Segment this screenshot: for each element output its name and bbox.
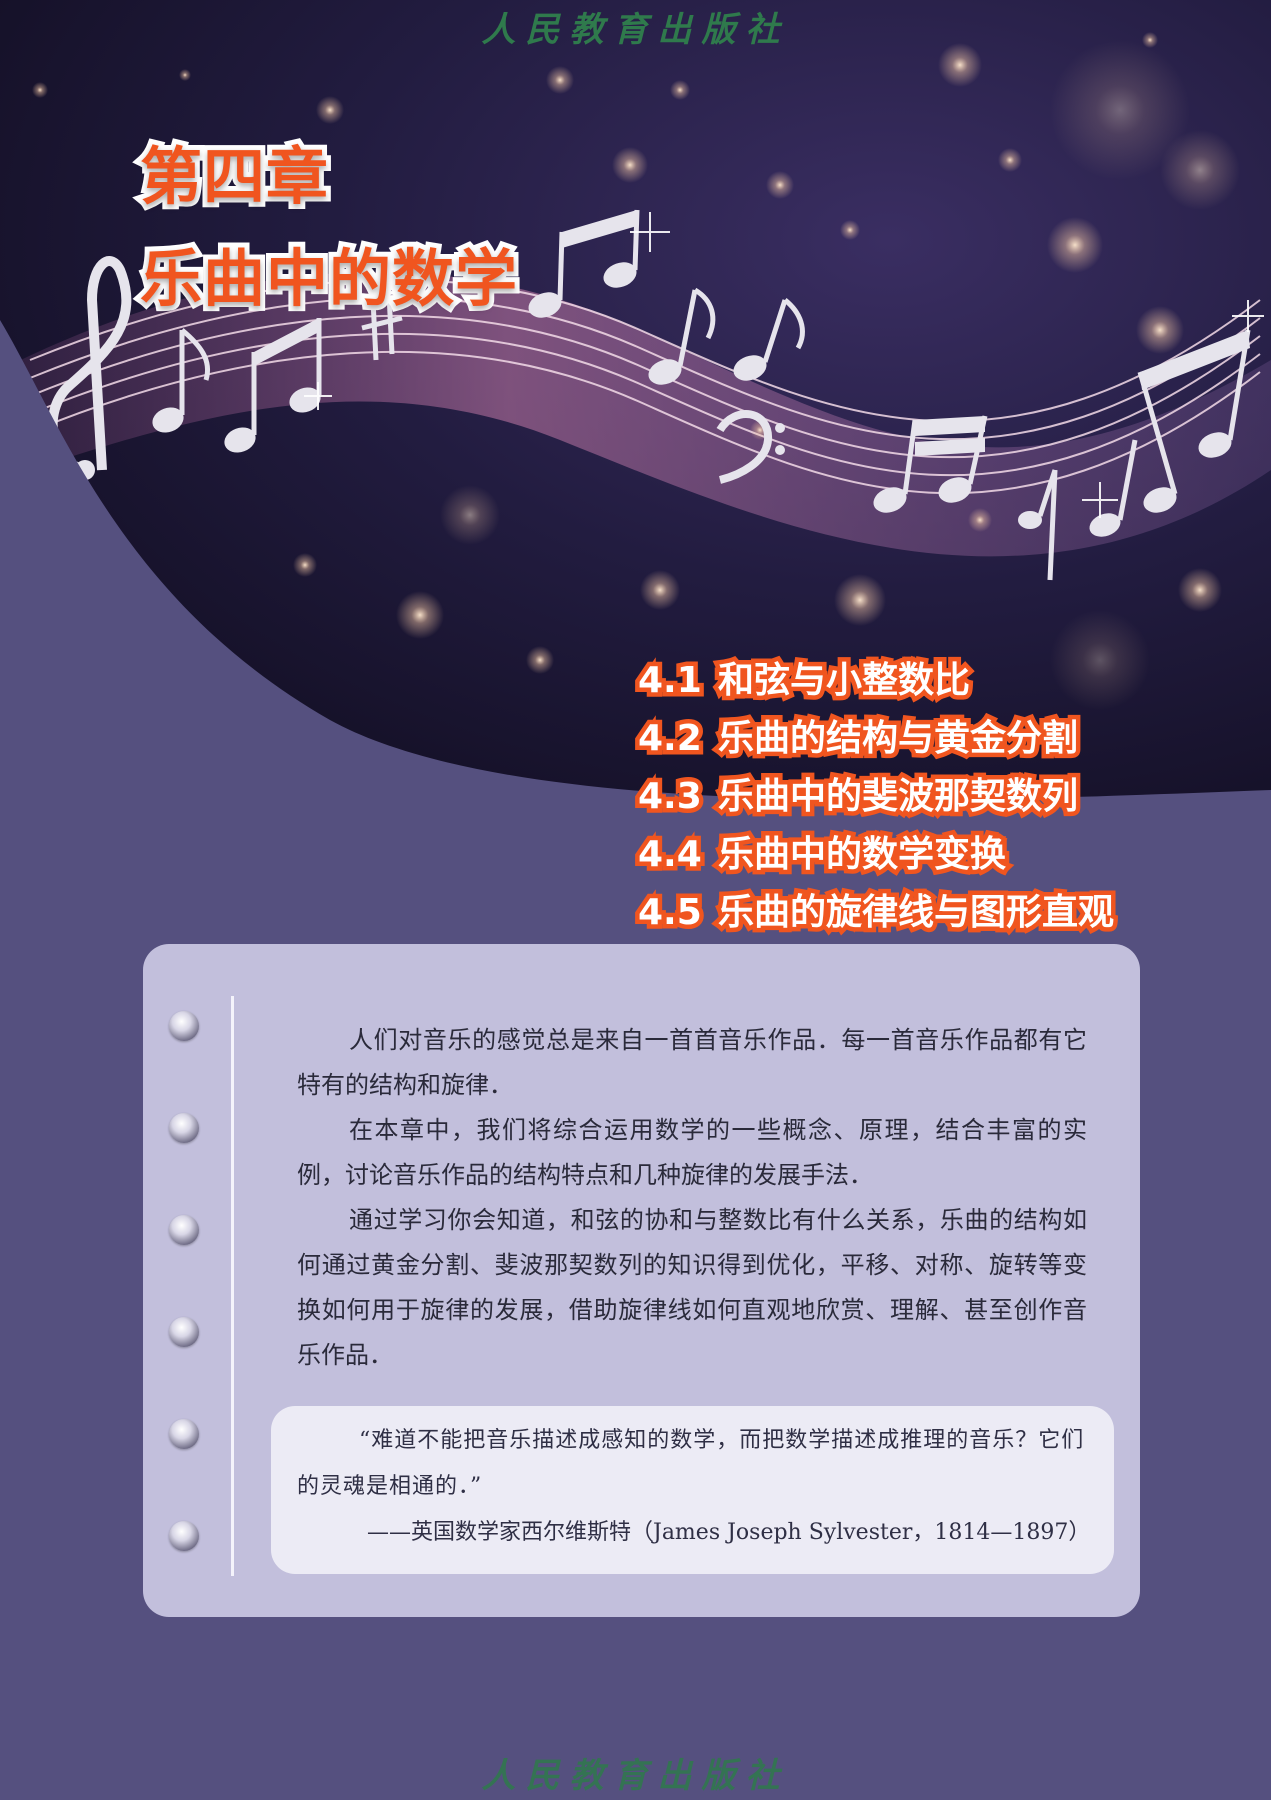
toc-item[interactable]: 4.5 乐曲的旋律线与图形直观 (634, 884, 1119, 942)
music-note-icon (873, 415, 988, 513)
binder-hole-icon (169, 1113, 199, 1143)
toc-section-number: 4.1 (634, 656, 707, 706)
toc-section-title: 和弦与小整数比 (713, 656, 974, 706)
intro-paragraph: 通过学习你会知道，和弦的协和与整数比有什么关系，乐曲的结构如何通过黄金分割、斐波… (297, 1206, 1087, 1369)
binder-hole-icon (169, 1521, 199, 1551)
music-note-icon (1137, 329, 1251, 513)
toc-section-number: 4.2 (634, 714, 707, 764)
binder-hole-icon (169, 1215, 199, 1245)
binder-hole-icon (169, 1419, 199, 1449)
music-note-icon (1089, 439, 1138, 537)
bass-clef-icon (716, 410, 785, 484)
chapter-number: 第四章 (135, 135, 333, 218)
starry-music-banner (0, 0, 1271, 800)
intro-paragraph: 人们对音乐的感觉总是来自一首首音乐作品．每一首音乐作品都有它特有的结构和旋律． (297, 1026, 1087, 1099)
binder-hole-icon (169, 1011, 199, 1041)
toc-section-title: 乐曲的旋律线与图形直观 (713, 888, 1118, 938)
toc-section-number: 4.4 (634, 830, 707, 880)
quote-attribution: ——英国数学家西尔维斯特（James Joseph Sylvester，1814… (367, 1520, 1091, 1545)
music-note-icon (1018, 469, 1058, 581)
purple-swoosh (0, 320, 1271, 800)
publisher-logo-bottom: 人民教育出版社 (481, 1756, 790, 1796)
toc-section-number: 4.5 (634, 888, 707, 938)
music-note-icon (528, 209, 640, 318)
binding-line (231, 996, 234, 1576)
toc-item[interactable]: 4.4 乐曲中的数学变换 (634, 826, 1114, 884)
toc-item[interactable]: 4.2 乐曲的结构与黄金分割 (634, 710, 1114, 768)
toc-item[interactable]: 4.3 乐曲中的斐波那契数列 (634, 768, 1114, 826)
quote-body: “难道不能把音乐描述成感知的数学，而把数学描述成推理的音乐？它们的灵魂是相通的．… (297, 1428, 1085, 1499)
intro-paragraph: 在本章中，我们将综合运用数学的一些概念、原理，结合丰富的实例，讨论音乐作品的结构… (297, 1116, 1087, 1189)
music-note-icon (152, 328, 210, 433)
publisher-logo-top: 人民教育出版社 (481, 10, 790, 50)
intro-text: 人们对音乐的感觉总是来自一首首音乐作品．每一首音乐作品都有它特有的结构和旋律． … (297, 1018, 1087, 1378)
toc-section-number: 4.3 (634, 772, 707, 822)
toc-section-title: 乐曲中的斐波那契数列 (713, 772, 1082, 822)
toc-item[interactable]: 4.1 和弦与小整数比 (634, 652, 1114, 710)
staff-lines (29, 278, 1261, 495)
music-note-icon (733, 298, 805, 381)
music-note-icon (648, 287, 716, 385)
sharp-icon (361, 273, 403, 361)
chapter-title: 乐曲中的数学 (135, 237, 522, 320)
toc-section-title: 乐曲中的数学变换 (713, 830, 1010, 880)
toc-section-title: 乐曲的结构与黄金分割 (713, 714, 1082, 764)
quote-text: “难道不能把音乐描述成感知的数学，而把数学描述成推理的音乐？它们的灵魂是相通的．… (297, 1418, 1089, 1510)
binder-hole-icon (169, 1317, 199, 1347)
table-of-contents: 4.1 和弦与小整数比 4.2 乐曲的结构与黄金分割 4.3 乐曲中的斐波那契数列 4… (634, 652, 1119, 942)
music-note-icon (224, 318, 322, 453)
bokeh-lights (32, 32, 1240, 710)
intro-card: 人们对音乐的感觉总是来自一首首音乐作品．每一首音乐作品都有它特有的结构和旋律． … (143, 944, 1140, 1617)
sparkles (304, 212, 1264, 518)
quote-box: “难道不能把音乐描述成感知的数学，而把数学描述成推理的音乐？它们的灵魂是相通的．… (271, 1406, 1114, 1574)
